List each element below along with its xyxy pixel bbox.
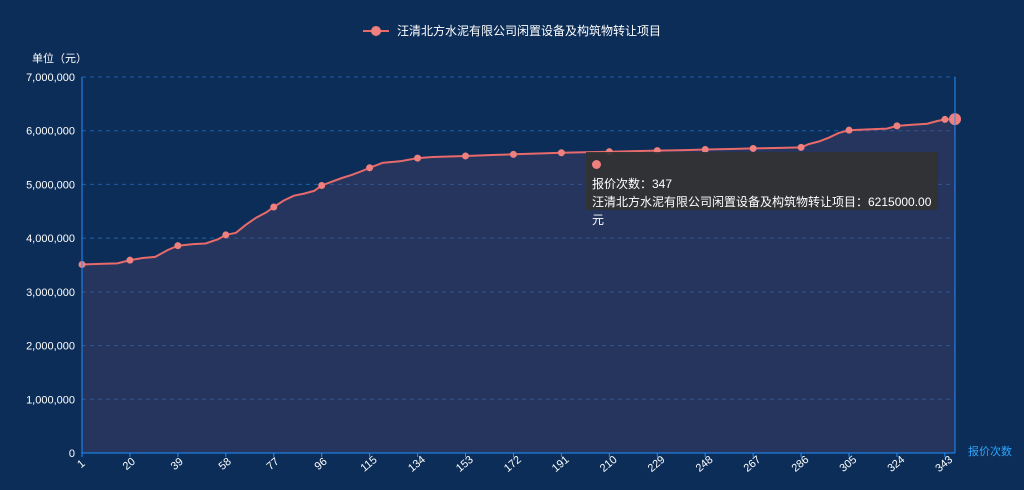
x-tick-label: 77 — [265, 456, 282, 473]
x-axis-label: 报价次数 — [968, 444, 1012, 458]
data-point — [893, 122, 901, 130]
tooltip: 报价次数：347 汪清北方水泥有限公司闲置设备及构筑物转让项目：6215000.… — [586, 152, 938, 227]
y-tick-label: 3,000,000 — [26, 287, 75, 299]
data-point — [701, 146, 709, 154]
data-point — [318, 182, 326, 190]
y-tick-label: 5,000,000 — [26, 179, 75, 191]
gridlines — [82, 76, 955, 400]
y-tick-label: 2,000,000 — [26, 341, 75, 353]
x-tick-label: 39 — [169, 456, 186, 473]
y-tick-label: 0 — [69, 448, 75, 460]
x-tick-label: 343 — [933, 454, 955, 475]
x-tick-label: 191 — [550, 454, 572, 475]
x-tick-label: 210 — [598, 454, 620, 475]
x-tick-label: 305 — [837, 454, 859, 475]
x-tick-label: 153 — [454, 454, 476, 475]
tooltip-value: 汪清北方水泥有限公司闲置设备及构筑物转让项目：6215000.00元 — [592, 195, 932, 227]
axes — [81, 77, 956, 454]
data-point — [270, 203, 278, 211]
x-tick-label: 20 — [121, 456, 138, 473]
legend-series-name: 汪清北方水泥有限公司闲置设备及构筑物转让项目 — [396, 24, 661, 38]
y-axis-ticks: 0 1,000,000 2,000,000 3,000,000 4,000,000 5,0… — [26, 72, 75, 460]
y-tick-label: 6,000,000 — [26, 126, 75, 138]
x-tick-label: 96 — [313, 456, 330, 473]
y-axis-label: 单位（元） — [32, 51, 87, 65]
x-tick-label: 286 — [790, 454, 812, 475]
x-tick-label: 1 — [75, 458, 87, 471]
data-point — [222, 231, 230, 239]
chart-legend[interactable]: 汪清北方水泥有限公司闲置设备及构筑物转让项目 — [0, 22, 1024, 39]
x-tick-label: 248 — [694, 454, 716, 475]
data-point — [414, 154, 422, 162]
data-point — [941, 115, 949, 123]
tooltip-series-dot-icon — [592, 160, 601, 169]
data-point — [509, 150, 517, 158]
x-tick-label: 115 — [358, 454, 379, 474]
data-point — [126, 256, 134, 264]
x-tick-label: 229 — [646, 454, 668, 475]
data-point — [845, 126, 853, 134]
y-tick-label: 7,000,000 — [26, 72, 75, 84]
y-tick-label: 4,000,000 — [26, 233, 75, 245]
x-tick-label: 172 — [502, 454, 524, 475]
tooltip-count: 报价次数：347 — [592, 177, 673, 191]
x-tick-label: 267 — [742, 454, 764, 475]
data-point — [174, 242, 182, 250]
y-tick-label: 1,000,000 — [26, 394, 75, 406]
data-point — [557, 149, 565, 157]
x-tick-label: 58 — [217, 456, 234, 473]
x-axis-ticks: 1 20 39 58 77 96 115 134 153 172 191 210 229 248 267 28… — [75, 453, 955, 475]
legend-marker-icon — [362, 25, 389, 37]
data-point — [366, 164, 374, 172]
data-point — [797, 143, 805, 151]
x-tick-label: 134 — [406, 454, 428, 475]
x-tick-label: 324 — [885, 454, 907, 475]
data-point — [462, 152, 470, 160]
data-point — [749, 144, 757, 152]
